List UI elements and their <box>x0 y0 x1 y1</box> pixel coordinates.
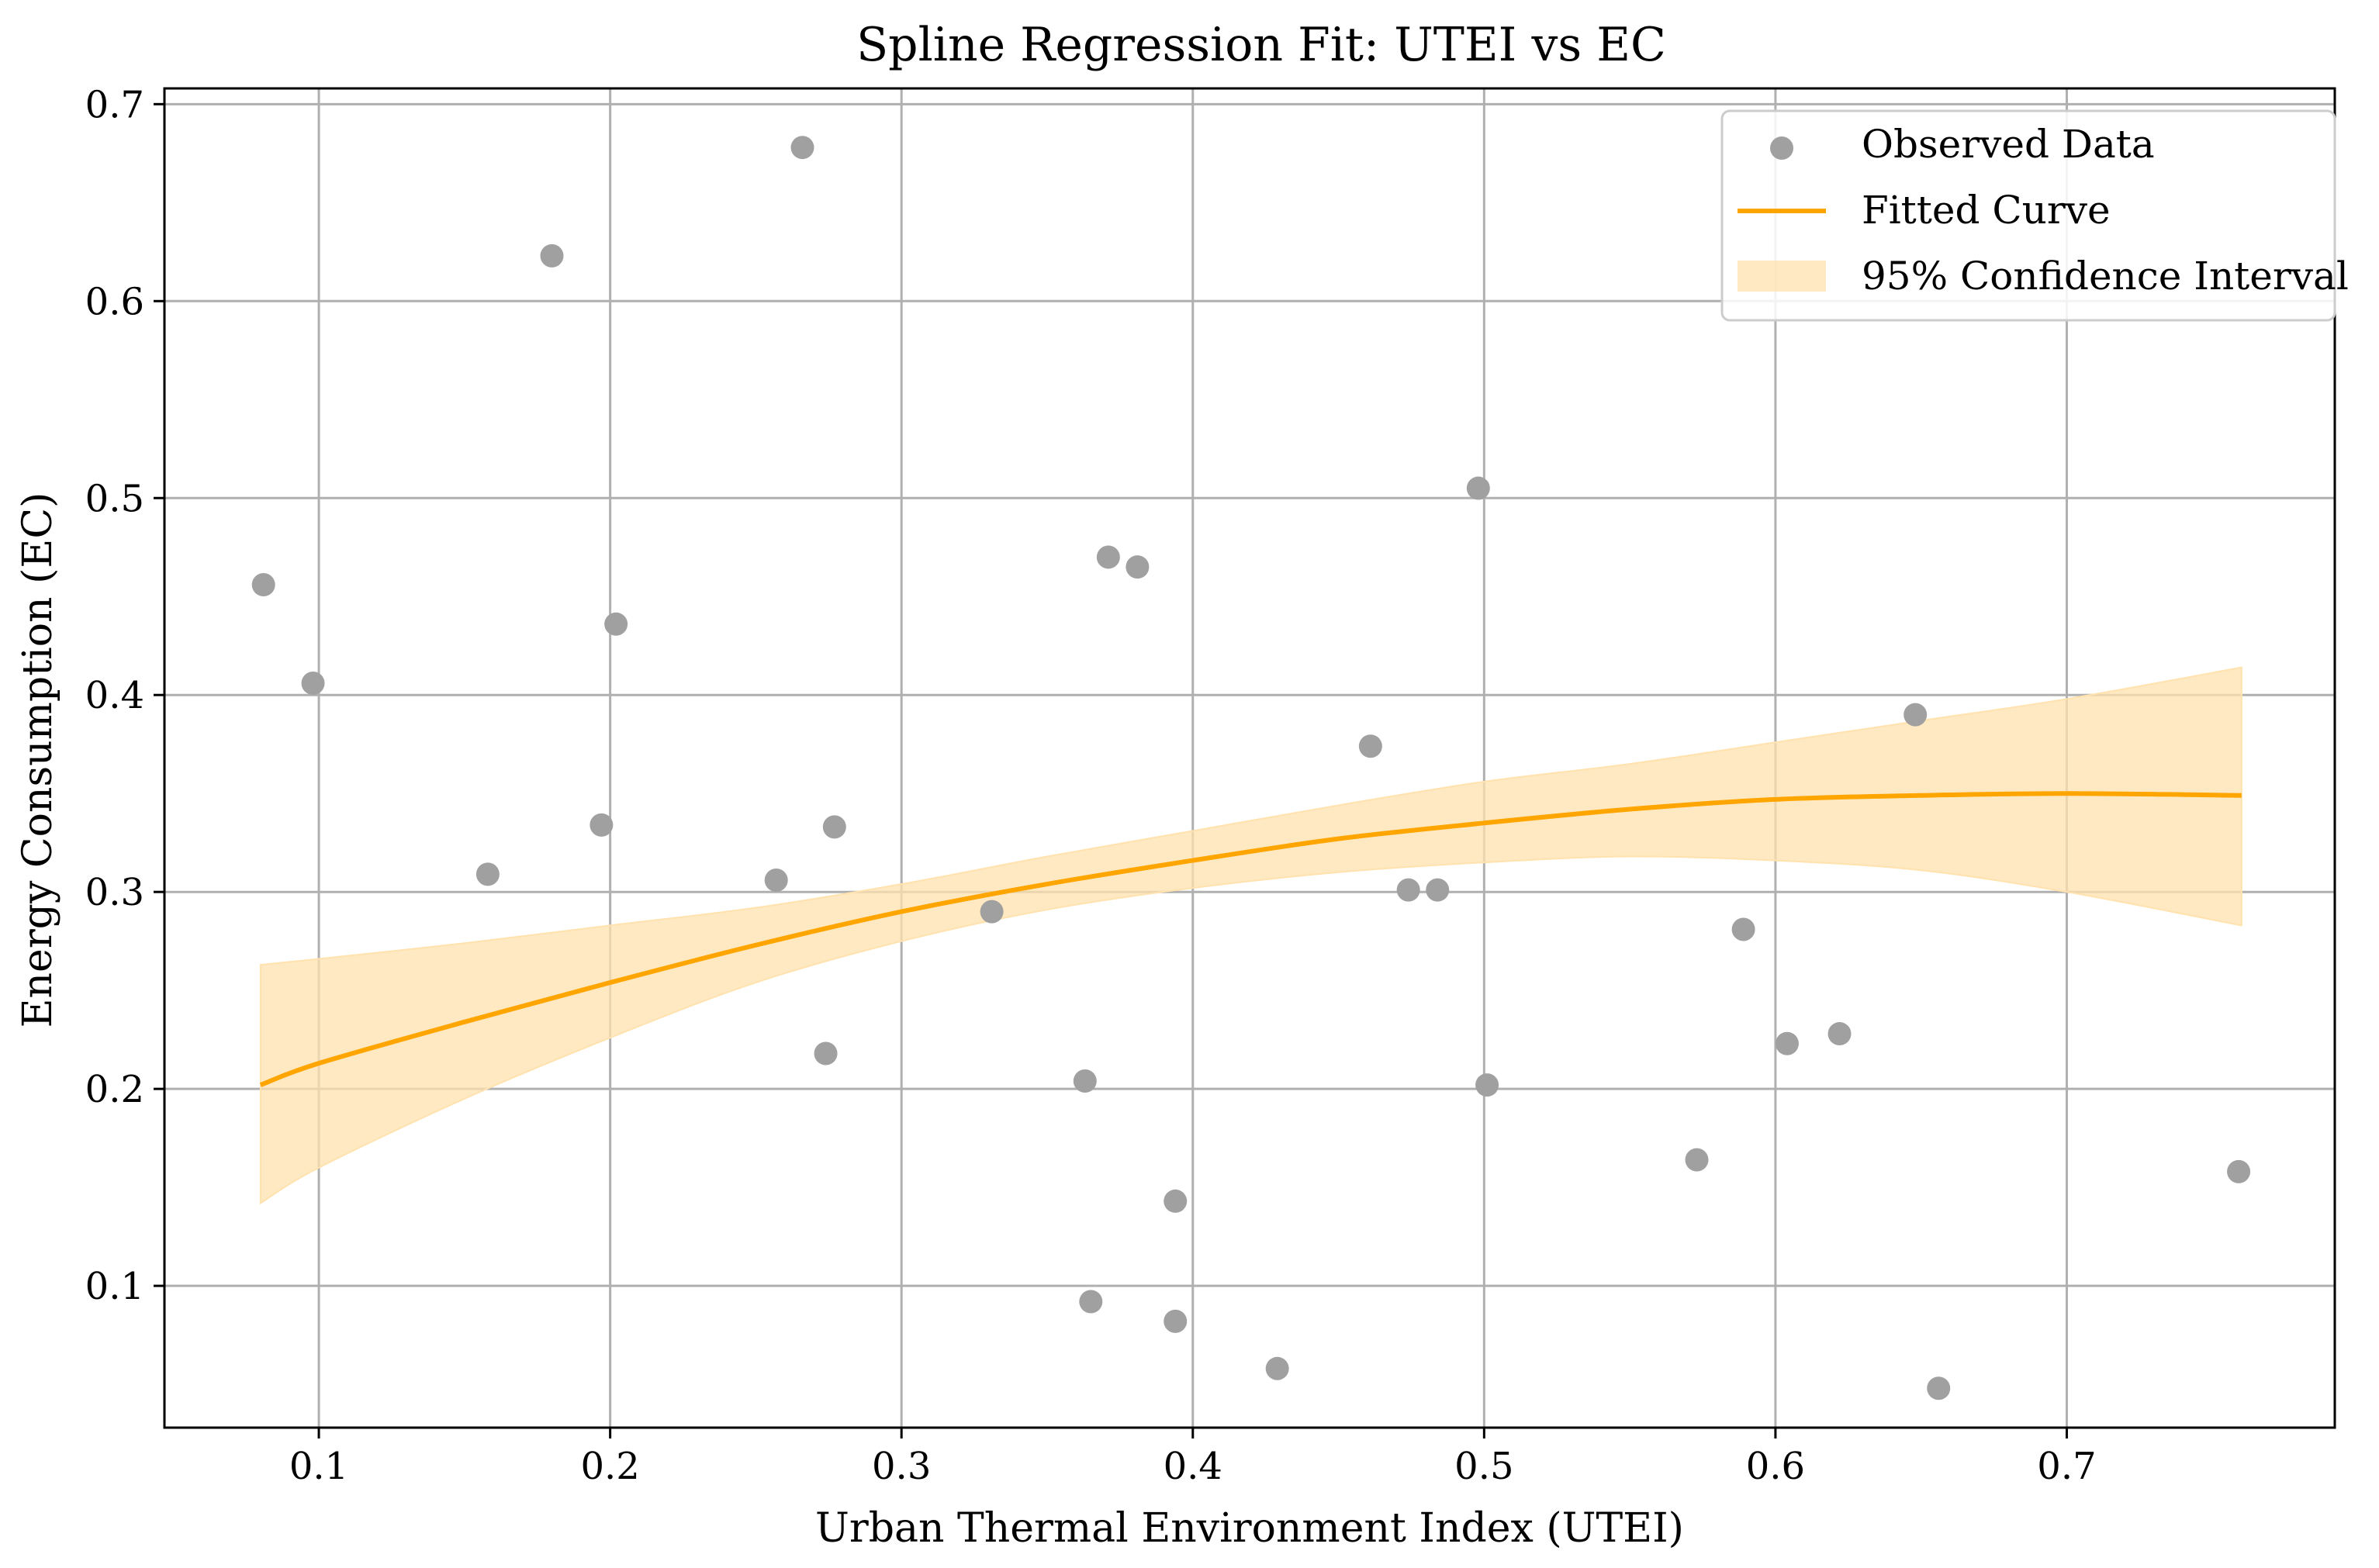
observed-data-point <box>1265 1356 1289 1380</box>
legend-ci-label: 95% Confidence Interval <box>1862 254 2349 299</box>
observed-data-point <box>1466 476 1490 500</box>
observed-points-layer <box>251 136 2251 1400</box>
x-tick-label: 0.1 <box>289 1445 348 1488</box>
observed-data-point <box>251 573 275 597</box>
y-tick-label: 0.6 <box>85 280 144 323</box>
confidence-band <box>259 666 2242 1205</box>
y-axis-label: Energy Consumption (EC) <box>15 492 61 1028</box>
observed-data-point <box>1126 555 1150 579</box>
legend-fitted-label: Fitted Curve <box>1862 188 2111 233</box>
fitted-curve-layer <box>259 791 2242 1087</box>
observed-data-point <box>604 612 628 636</box>
observed-data-point <box>1904 703 1928 727</box>
observed-data-point <box>1827 1022 1852 1046</box>
observed-data-point <box>1475 1073 1499 1097</box>
observed-data-point <box>814 1041 838 1065</box>
x-tick-label: 0.2 <box>580 1445 639 1488</box>
observed-data-point <box>822 815 846 839</box>
legend-observed-label: Observed Data <box>1862 122 2155 167</box>
observed-data-point <box>1073 1069 1097 1093</box>
y-tick-label: 0.5 <box>85 477 144 520</box>
observed-data-point <box>1731 917 1755 941</box>
x-axis-ticks: 0.1 0.2 0.3 0.4 0.5 0.6 0.7 <box>289 1428 2097 1488</box>
chart-title: Spline Regression Fit: UTEI vs EC <box>856 18 1666 72</box>
observed-data-point <box>980 900 1004 924</box>
x-tick-label: 0.4 <box>1164 1445 1222 1488</box>
y-tick-label: 0.4 <box>85 674 144 717</box>
observed-data-point <box>2227 1159 2251 1183</box>
observed-data-point <box>1927 1376 1951 1400</box>
legend-observed-marker <box>1770 136 1793 160</box>
observed-data-point <box>1164 1189 1188 1213</box>
observed-data-point <box>590 813 614 837</box>
y-tick-label: 0.2 <box>85 1068 144 1111</box>
fitted-curve-line <box>259 791 2242 1087</box>
observed-data-point <box>540 243 564 268</box>
x-tick-label: 0.7 <box>2037 1445 2096 1488</box>
confidence-band-layer <box>259 666 2242 1205</box>
observed-data-point <box>301 671 325 695</box>
plot-frame <box>163 87 2336 1429</box>
x-tick-label: 0.6 <box>1746 1445 1805 1488</box>
observed-data-point <box>1426 878 1450 902</box>
observed-data-point <box>1096 545 1120 569</box>
observed-data-point <box>764 868 788 892</box>
observed-data-point <box>1396 878 1420 902</box>
x-tick-label: 0.5 <box>1454 1445 1513 1488</box>
legend-box <box>1720 109 2336 322</box>
legend: Observed Data Fitted Curve 95% Confidenc… <box>1720 109 2349 322</box>
y-tick-label: 0.3 <box>85 871 144 914</box>
y-tick-label: 0.7 <box>85 83 144 126</box>
observed-data-point <box>1164 1309 1188 1333</box>
y-tick-label: 0.1 <box>85 1265 144 1308</box>
legend-ci-marker <box>1738 261 1826 292</box>
observed-data-point <box>790 136 814 160</box>
observed-data-point <box>1079 1290 1103 1314</box>
observed-data-point <box>475 862 500 886</box>
observed-data-point <box>1358 734 1382 758</box>
x-axis-label: Urban Thermal Environment Index (UTEI) <box>815 1505 1684 1552</box>
observed-data-point <box>1775 1031 1799 1055</box>
y-axis-ticks: 0.1 0.2 0.3 0.4 0.5 0.6 0.7 <box>85 83 164 1308</box>
observed-data-point <box>1685 1148 1709 1172</box>
x-tick-label: 0.3 <box>872 1445 931 1488</box>
